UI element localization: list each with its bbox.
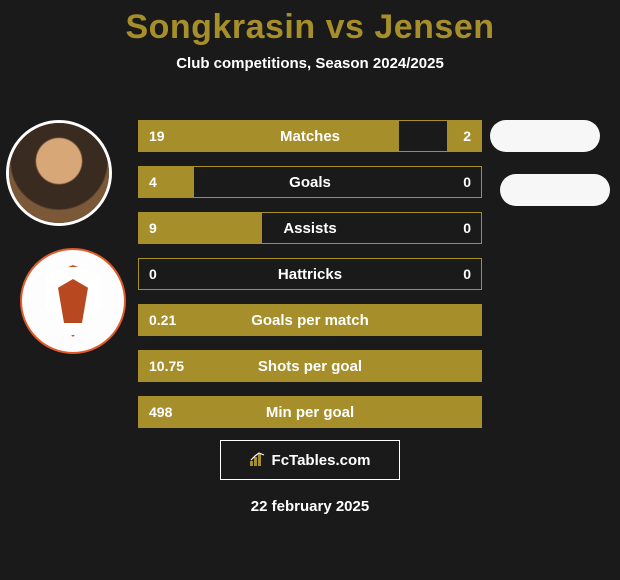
face-icon	[9, 123, 109, 223]
footer-date: 22 february 2025	[0, 498, 620, 515]
brand-badge[interactable]: FcTables.com	[220, 440, 400, 480]
stat-label: Hattricks	[139, 266, 481, 283]
stat-label: Min per goal	[139, 404, 481, 421]
stat-row-hattricks: 0 Hattricks 0	[138, 258, 482, 290]
player-right-avatar-placeholder	[490, 120, 600, 152]
stat-row-mpg: 498 Min per goal	[138, 396, 482, 428]
player-right-club-placeholder	[500, 174, 610, 206]
shield-icon	[43, 265, 103, 337]
stat-label: Goals per match	[139, 312, 481, 329]
stat-label: Matches	[139, 128, 481, 145]
stat-value-right: 0	[463, 174, 471, 190]
stat-value-right: 0	[463, 266, 471, 282]
page-title: Songkrasin vs Jensen	[0, 8, 620, 47]
stat-label: Assists	[139, 220, 481, 237]
brand-text: FcTables.com	[272, 452, 371, 469]
header: Songkrasin vs Jensen Club competitions, …	[0, 0, 620, 72]
stat-bars: 19 Matches 2 4 Goals 0 9 Assists 0 0 Hat…	[138, 120, 482, 428]
stat-row-spg: 10.75 Shots per goal	[138, 350, 482, 382]
bar-chart-icon	[250, 452, 266, 469]
stat-value-right: 0	[463, 220, 471, 236]
stat-row-matches: 19 Matches 2	[138, 120, 482, 152]
page-subtitle: Club competitions, Season 2024/2025	[0, 55, 620, 72]
stat-label: Shots per goal	[139, 358, 481, 375]
stat-label: Goals	[139, 174, 481, 191]
stat-value-right: 2	[463, 128, 471, 144]
shield-inner-icon	[58, 279, 88, 323]
player-left-avatar	[6, 120, 112, 226]
stat-row-gpm: 0.21 Goals per match	[138, 304, 482, 336]
stat-row-goals: 4 Goals 0	[138, 166, 482, 198]
stat-row-assists: 9 Assists 0	[138, 212, 482, 244]
player-left-club-badge	[20, 248, 126, 354]
